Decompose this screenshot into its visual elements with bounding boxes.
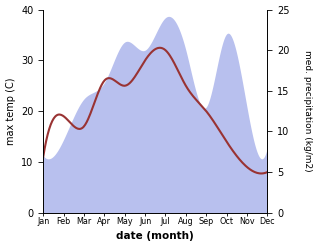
Y-axis label: med. precipitation (kg/m2): med. precipitation (kg/m2) — [303, 50, 313, 172]
X-axis label: date (month): date (month) — [116, 231, 194, 242]
Y-axis label: max temp (C): max temp (C) — [5, 77, 16, 145]
